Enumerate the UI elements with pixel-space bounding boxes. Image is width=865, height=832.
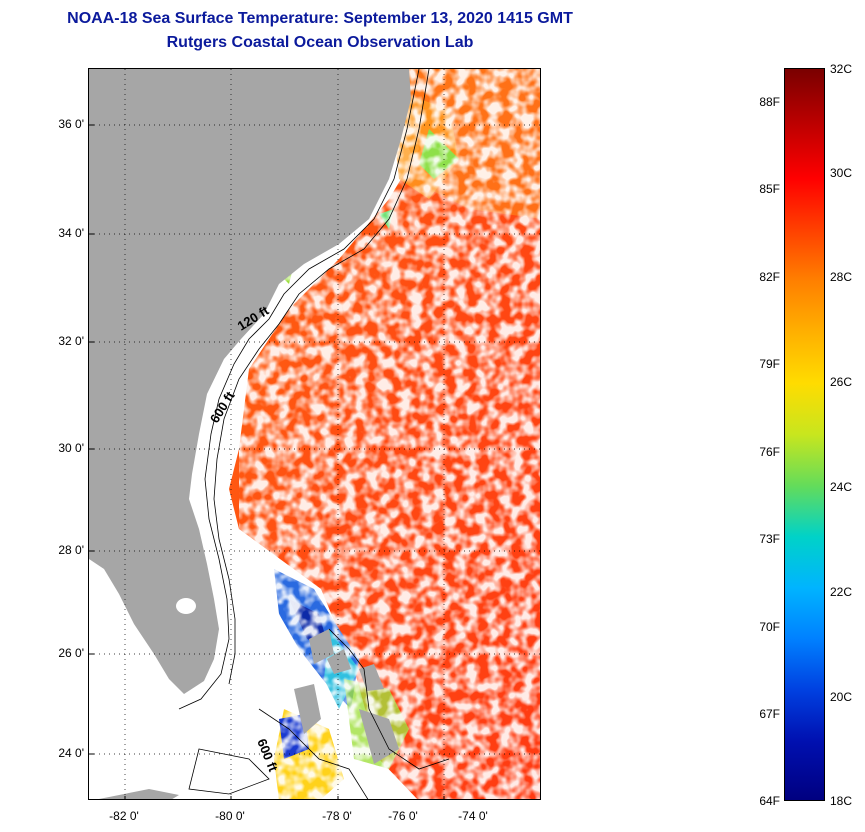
colorbar-f-79: 79F [759, 357, 780, 371]
colorbar-f-88: 88F [759, 95, 780, 109]
temperature-colorbar [784, 68, 825, 801]
colorbar-f-67: 67F [759, 707, 780, 721]
map-title: NOAA-18 Sea Surface Temperature: Septemb… [67, 10, 573, 27]
lat-label-24: 24 0' [58, 746, 84, 760]
colorbar-c-28: 28C [830, 270, 853, 284]
colorbar-c-18: 18C [830, 794, 853, 808]
colorbar-c-22: 22C [830, 585, 853, 599]
lon-label-82: -82 0' [109, 809, 139, 823]
map-subtitle: Rutgers Coastal Ocean Observation Lab [166, 34, 474, 51]
colorbar-f-85: 85F [759, 182, 780, 196]
lat-label-32: 32 0' [58, 334, 84, 348]
sst-map-canvas: 120 ft 600 ft 600 ft [89, 69, 540, 799]
sst-map: 120 ft 600 ft 600 ft [88, 68, 541, 800]
lat-label-36: 36 0' [58, 117, 84, 131]
colorbar-f-70: 70F [759, 620, 780, 634]
colorbar-f-64: 64F [759, 794, 780, 808]
lon-label-80: -80 0' [215, 809, 245, 823]
colorbar-c-20: 20C [830, 690, 853, 704]
lon-label-76: -76 0' [388, 809, 418, 823]
colorbar-c-30: 30C [830, 166, 853, 180]
colorbar-c-32: 32C [830, 62, 853, 76]
lat-label-28: 28 0' [58, 543, 84, 557]
land [89, 69, 411, 799]
colorbar-c-26: 26C [830, 375, 853, 389]
colorbar-c-24: 24C [830, 480, 853, 494]
bathymetry-contours [178, 69, 450, 799]
lat-label-30: 30 0' [58, 441, 84, 455]
graticule [89, 69, 540, 799]
lon-label-78: -78 0' [322, 809, 352, 823]
axis-ticks [89, 124, 445, 799]
lon-label-74: -74 0' [458, 809, 488, 823]
colorbar-f-82: 82F [759, 270, 780, 284]
lat-label-34: 34 0' [58, 226, 84, 240]
lat-label-26: 26 0' [58, 646, 84, 660]
colorbar-f-73: 73F [759, 532, 780, 546]
colorbar-f-76: 76F [759, 445, 780, 459]
